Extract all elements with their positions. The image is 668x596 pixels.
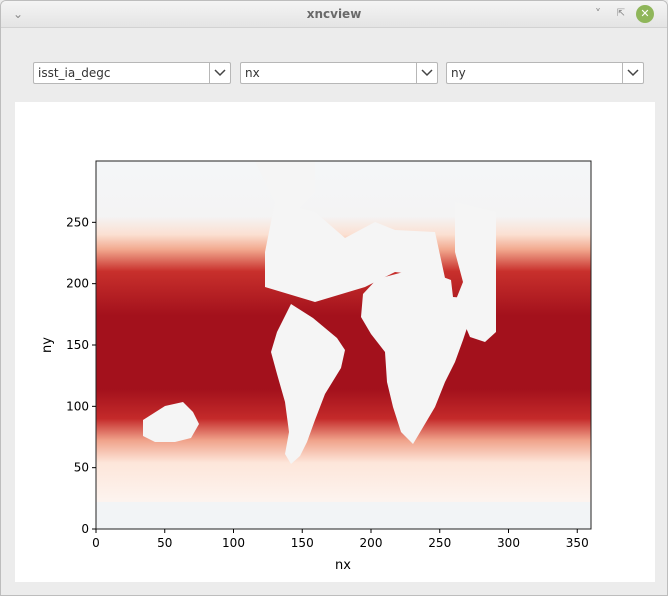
y-tick-label: 50 — [74, 461, 89, 475]
x-dimension-select[interactable]: nx — [240, 62, 438, 84]
land-mask — [96, 161, 591, 529]
y-tick-label: 150 — [66, 338, 89, 352]
variable-select[interactable]: isst_ia_degc — [33, 62, 231, 84]
chevron-down-icon[interactable] — [209, 63, 230, 83]
x-dimension-select-value: nx — [245, 66, 260, 80]
sst-field — [96, 161, 591, 529]
y-dimension-select[interactable]: ny — [446, 62, 644, 84]
minimize-icon[interactable]: ˅ — [595, 7, 601, 21]
africa-land — [361, 270, 469, 444]
x-tick-label: 150 — [291, 536, 314, 550]
y-dimension-select-value: ny — [451, 66, 466, 80]
window-menu-icon[interactable]: ⌄ — [12, 7, 24, 21]
europe-asia-land — [265, 202, 445, 302]
x-tick-label: 300 — [497, 536, 520, 550]
y-tick-label: 250 — [66, 215, 89, 229]
x-axis-label: nx — [335, 558, 351, 573]
antarctica-land — [96, 502, 591, 529]
plot-canvas[interactable]: 0 50 100 150 200 250 300 350 0 50 100 150 200 250 nx… — [15, 102, 655, 582]
greenland-land — [255, 161, 315, 212]
y-tick-label: 100 — [66, 399, 89, 413]
asia-east-land — [455, 202, 496, 342]
y-axis: 0 50 100 150 200 250 — [66, 215, 96, 536]
y-tick-label: 200 — [66, 277, 89, 291]
x-tick-label: 350 — [566, 536, 589, 550]
restore-icon[interactable]: ⇱ — [616, 8, 626, 19]
variable-select-value: isst_ia_degc — [38, 66, 111, 80]
x-tick-label: 100 — [222, 536, 245, 550]
y-axis-label: ny — [40, 337, 55, 353]
x-tick-label: 0 — [92, 536, 100, 550]
australia-land — [143, 402, 199, 442]
close-icon[interactable]: ✕ — [636, 5, 654, 23]
y-tick-label: 0 — [81, 522, 89, 536]
heatmap-plot: 0 50 100 150 200 250 300 350 0 50 100 150 200 250 nx… — [40, 160, 592, 573]
south-america-land — [271, 304, 345, 464]
window-title: xncview — [306, 7, 362, 21]
x-tick-label: 250 — [428, 536, 451, 550]
x-tick-label: 200 — [360, 536, 383, 550]
chevron-down-icon[interactable] — [622, 63, 643, 83]
title-bar: ⌄ xncview ˅ ⇱ ✕ — [1, 1, 667, 28]
chevron-down-icon[interactable] — [416, 63, 437, 83]
x-axis: 0 50 100 150 200 250 300 350 — [92, 529, 589, 550]
x-tick-label: 50 — [157, 536, 172, 550]
heatmap-field — [96, 161, 591, 529]
